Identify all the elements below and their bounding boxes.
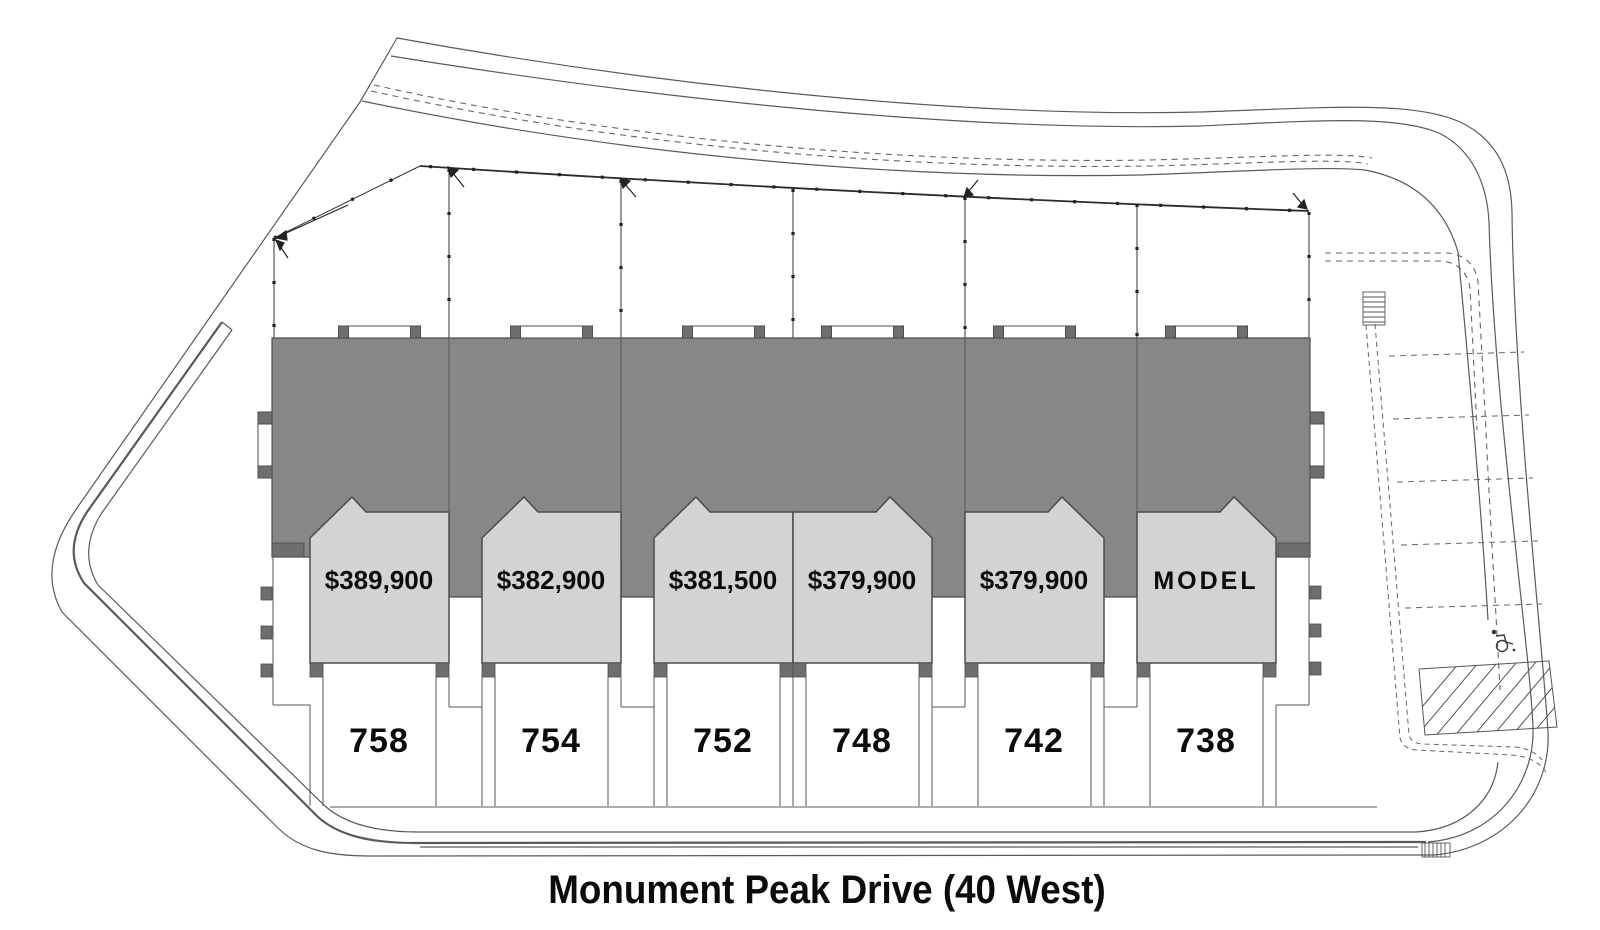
roof-deck-notches [338,325,1248,339]
outer-boundary-line [51,37,1549,857]
road-center-line-1 [373,84,1373,161]
parking-stall-line [1392,414,1530,420]
unit-address-label: 738 [1176,722,1236,760]
unit-price-label: $379,900 [980,565,1088,595]
roof-deck-notch [510,325,593,339]
road-boundary-lines [51,37,1549,857]
driveway-lines [272,557,1310,806]
building-side-notches [257,411,1325,479]
road-grate-hatch [1421,842,1451,858]
road-center-line-2 [370,90,1369,167]
curb-line-inner [88,329,1499,833]
parking-stall-line [1388,351,1525,357]
curb-ramp-hatch [1362,291,1386,326]
road-inner-arc [361,100,1489,621]
road-center-dashed-lines [370,84,1501,691]
unit-price-label: MODEL [1153,567,1258,595]
lot-line-left-corner [273,165,421,338]
no-parking-hatch-island [1418,660,1558,736]
parking-area [1362,291,1547,773]
accessible-parking-icon [1491,629,1516,653]
parking-stall-line [1400,540,1539,546]
parking-curb-line-1 [1365,324,1547,773]
unit-address-label: 758 [349,722,409,760]
building-end-stoops [260,542,1322,678]
parking-stall-line [1404,603,1543,609]
unit-price-label: $382,900 [497,565,605,595]
roof-deck-notch [338,325,421,339]
road-edge-2 [390,55,1490,223]
property-dashed-ne-2 [1325,260,1478,431]
unit-price-label: $379,900 [808,565,916,595]
unit-price-labels: $389,900 $382,900 $381,500 $379,900 $379… [325,565,1258,595]
parking-stall-line [1396,477,1534,483]
property-dashed-ne-1 [1325,252,1501,691]
unit-address-label: 754 [521,722,581,760]
unit-address-label: 742 [1004,722,1064,760]
roof-deck-notch [682,325,765,339]
survey-arrows [274,166,1308,259]
retaining-wall-cap [221,321,233,331]
unit-price-label: $389,900 [325,565,433,595]
porch-corner-squares [309,662,1277,678]
parking-stall-lines [1388,351,1543,609]
unit-price-label: $381,500 [669,565,777,595]
parking-curb-line-2 [1374,323,1543,761]
street-name-label: Monument Peak Drive (40 West) [548,868,1105,913]
unit-address-labels: 758 754 752 748 742 738 [349,722,1236,760]
unit-address-label: 752 [693,722,753,760]
road-right-inner-edge [1427,221,1534,843]
roof-deck-notch [993,325,1076,339]
roof-deck-notch [821,325,904,339]
property-line-road [419,165,1310,212]
unit-address-label: 748 [832,722,892,760]
roof-deck-notch [1165,325,1248,339]
curb-line-mid [72,321,1427,845]
